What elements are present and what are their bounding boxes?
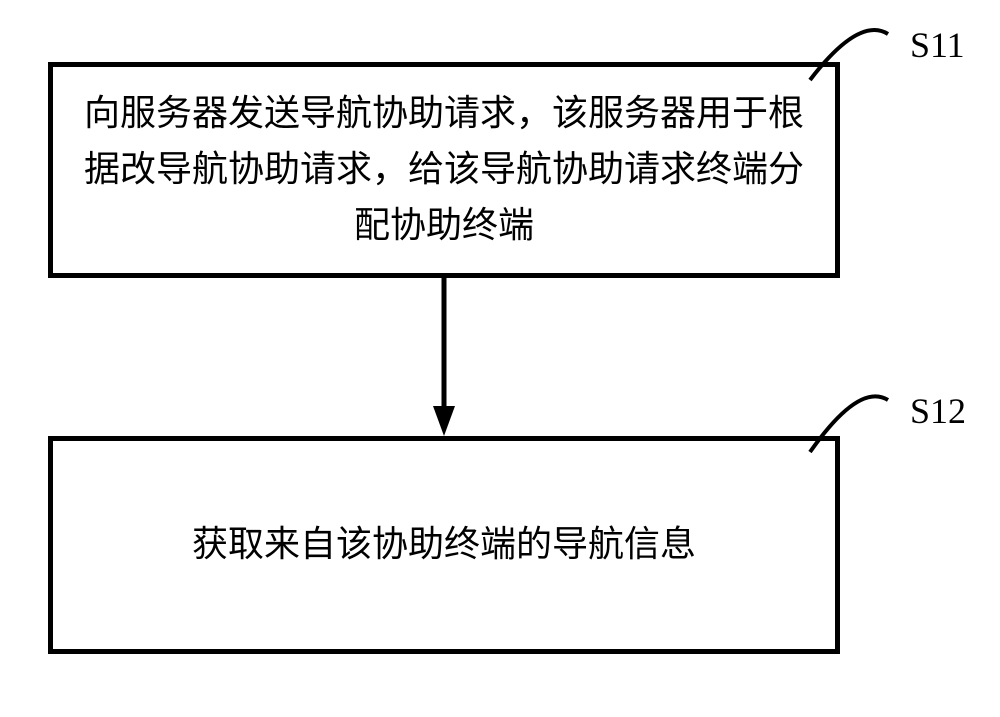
flow-node-s12-text: 获取来自该协助终端的导航信息 [53, 517, 835, 573]
flowchart-canvas: 向服务器发送导航协助请求，该服务器用于根据改导航协助请求，给该导航协助请求终端分… [0, 0, 1000, 717]
flow-label-s12: S12 [910, 390, 966, 432]
flow-node-s11: 向服务器发送导航协助请求，该服务器用于根据改导航协助请求，给该导航协助请求终端分… [48, 62, 840, 278]
flow-node-s11-text: 向服务器发送导航协助请求，该服务器用于根据改导航协助请求，给该导航协助请求终端分… [53, 86, 835, 253]
flow-label-s11: S11 [910, 24, 965, 66]
flow-node-s12: 获取来自该协助终端的导航信息 [48, 436, 840, 654]
